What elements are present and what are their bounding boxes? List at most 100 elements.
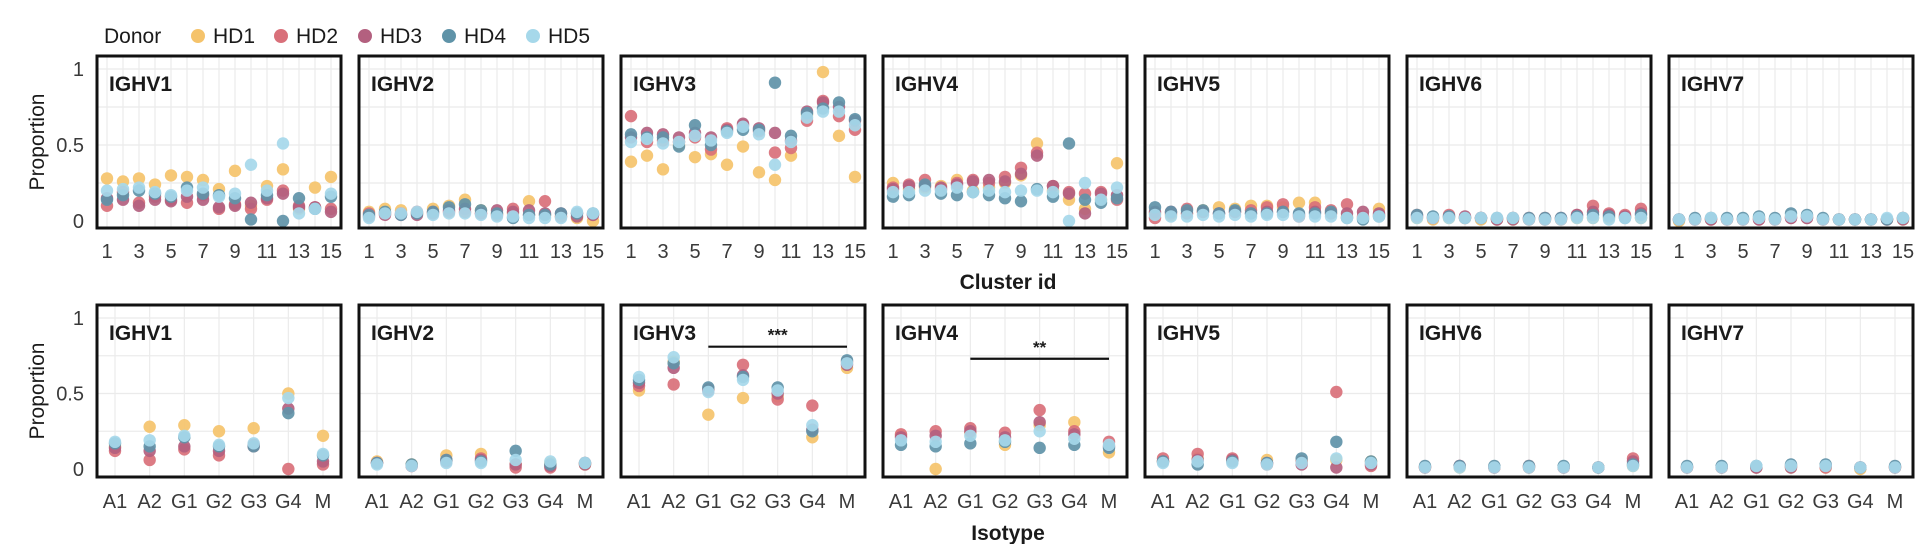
point-hd5-5	[164, 188, 178, 202]
point-hd4-13	[292, 192, 306, 205]
point-hd1-14	[308, 181, 322, 194]
point-hd5-11	[1832, 213, 1846, 226]
point-hd5-g4	[806, 419, 819, 432]
x-tick-label: G1	[433, 491, 460, 513]
x-tick-label: G1	[1743, 491, 1770, 513]
panel-title: IGHV7	[1681, 322, 1744, 345]
point-hd5-g3	[771, 384, 784, 397]
point-hd5-1	[624, 135, 638, 149]
x-tick-label: M	[315, 491, 332, 513]
x-tick-label: 9	[753, 241, 764, 263]
point-hd5-2	[902, 185, 916, 199]
x-tick-label: G3	[764, 491, 791, 513]
point-hd1-12	[276, 163, 290, 176]
point-hd1-14	[832, 129, 846, 143]
x-tick-label: 3	[1181, 241, 1192, 263]
point-hd2-a2	[143, 453, 156, 467]
x-tick-label: 1	[363, 241, 374, 263]
point-hd5-a1	[894, 434, 908, 447]
panel-ighv2: IGHV2 A1 A2 G1 G2 G3 G4 M	[357, 303, 605, 513]
point-hd1-g1	[702, 408, 715, 421]
y-tick-label: 0	[73, 211, 84, 233]
point-hd1-3	[132, 172, 146, 185]
panel-title: IGHV7	[1681, 73, 1744, 96]
point-hd5-10	[1816, 213, 1830, 226]
point-hd2-12	[538, 195, 552, 208]
point-hd5-a1	[1418, 461, 1432, 474]
legend-marker-hd1	[191, 29, 205, 43]
point-hd5-a1	[1156, 456, 1170, 470]
x-tick-label: 9	[1015, 241, 1026, 263]
point-hd5-9	[490, 210, 504, 223]
point-hd1-10	[768, 173, 782, 187]
x-tick-label: A2	[399, 491, 423, 513]
x-tick-label: 9	[1539, 241, 1550, 263]
point-hd5-m	[316, 447, 330, 461]
point-hd5-14	[308, 202, 322, 216]
x-tick-label: G2	[206, 491, 233, 513]
x-tick-label: A2	[1185, 491, 1209, 513]
x-tick-label: M	[1363, 491, 1380, 513]
x-tick-label: 7	[197, 241, 208, 263]
point-hd1-15	[1110, 157, 1124, 170]
x-tick-label: A1	[627, 491, 651, 513]
panel-ighv3: *** IGHV3 A1 A2 G1 G2 G3 G4 M	[619, 303, 867, 513]
point-hd5-8	[998, 185, 1012, 199]
point-hd5-g2	[1260, 458, 1274, 471]
panel-title: IGHV4	[895, 73, 958, 96]
point-hd5-7	[458, 207, 472, 220]
point-hd5-g2	[1522, 461, 1536, 474]
point-hd5-m	[1364, 456, 1378, 470]
x-tick-label: 15	[582, 241, 604, 263]
point-hd4-g4	[282, 406, 295, 420]
x-tick-label: G3	[1550, 491, 1577, 513]
point-hd5-9	[1276, 208, 1290, 222]
point-hd5-a1	[1680, 461, 1694, 474]
point-hd5-13	[816, 105, 830, 118]
point-hd5-15	[1896, 211, 1910, 225]
point-hd5-3	[656, 137, 670, 150]
point-hd5-13	[1864, 213, 1878, 226]
significance-label: **	[1033, 338, 1047, 357]
point-hd1-g4	[1068, 415, 1081, 429]
x-tick-label: G4	[1323, 491, 1350, 513]
point-hd2-g4	[1330, 385, 1343, 399]
point-hd5-6	[1752, 211, 1766, 225]
x-tick-label: G2	[1778, 491, 1805, 513]
point-hd5-13	[1602, 213, 1616, 226]
panel-title: IGHV4	[895, 322, 958, 345]
legend-marker-hd3	[358, 29, 372, 43]
point-hd3-13	[1078, 207, 1092, 220]
x-tick-label: 11	[1567, 241, 1588, 263]
point-hd5-14	[1094, 193, 1108, 206]
x-tick-label: 3	[395, 241, 406, 263]
x-tick-label: 11	[257, 241, 278, 263]
x-tick-label: G3	[1026, 491, 1053, 513]
point-hd5-11	[1308, 210, 1322, 223]
x-tick-label: A1	[365, 491, 389, 513]
x-tick-label: 13	[1074, 241, 1096, 263]
point-hd5-5	[1736, 213, 1750, 226]
panel-ighv5: IGHV5 A1 A2 G1 G2 G3 G4 M	[1143, 303, 1391, 513]
point-hd5-6	[704, 134, 718, 147]
point-hd5-6	[1228, 208, 1242, 222]
x-tick-label: G2	[1254, 491, 1281, 513]
point-hd5-g3	[1295, 456, 1308, 470]
point-hd5-14	[1356, 211, 1370, 225]
panel-frame	[1143, 303, 1391, 479]
point-hd5-g3	[247, 437, 260, 450]
x-tick-label: 5	[1475, 241, 1486, 263]
point-hd5-g4	[1330, 452, 1343, 465]
x-tick-label: 7	[983, 241, 994, 263]
point-hd5-4	[1720, 213, 1734, 226]
point-hd5-g4	[1854, 461, 1867, 474]
point-hd2-g3	[1033, 403, 1046, 417]
point-hd5-g2	[1784, 459, 1798, 473]
point-hd5-g1	[1226, 456, 1239, 470]
x-tick-label: 13	[1336, 241, 1358, 263]
x-tick-label: 9	[491, 241, 502, 263]
point-hd5-9	[1800, 210, 1814, 223]
y-tick-label: 1	[73, 308, 84, 330]
